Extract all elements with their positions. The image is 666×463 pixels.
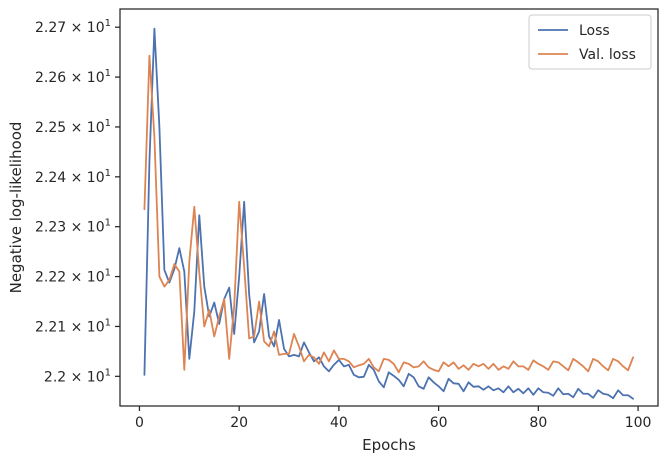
series-line-loss (143, 27, 634, 400)
y-tick-label: 2.26 × 101 (35, 68, 111, 86)
y-tick-label: 2.23 × 101 (35, 218, 111, 236)
y-axis: 2.2 × 101 2.21 × 101 2.22 × 101 2.23 × 101 2… (35, 18, 120, 385)
x-axis-title: Epochs (362, 436, 416, 454)
legend-label: Loss (579, 23, 610, 39)
x-tick-label: 60 (430, 415, 448, 431)
x-tick-label: 0 (135, 415, 144, 431)
y-tick-label: 2.21 × 101 (35, 317, 111, 335)
y-tick-label: 2.25 × 101 (35, 118, 111, 136)
plot-frame (119, 8, 659, 407)
y-tick-label: 2.27 × 101 (35, 18, 111, 36)
plot-lines (143, 27, 634, 400)
legend-label: Val. loss (579, 47, 636, 63)
legend: Loss Val. loss (528, 14, 652, 70)
x-tick-label: 100 (625, 415, 652, 431)
y-axis-title: Negative log-likelihood (7, 122, 25, 294)
x-tick-label: 80 (529, 415, 547, 431)
series-line-val-loss (143, 54, 634, 374)
legend-box (528, 14, 652, 70)
y-tick-label: 2.2 × 101 (44, 367, 111, 385)
y-tick-label: 2.22 × 101 (35, 268, 111, 286)
y-tick-label: 2.24 × 101 (35, 168, 111, 186)
x-tick-label: 20 (230, 415, 248, 431)
x-axis: 0 20 40 60 80 100 (135, 406, 651, 431)
x-tick-label: 40 (330, 415, 348, 431)
